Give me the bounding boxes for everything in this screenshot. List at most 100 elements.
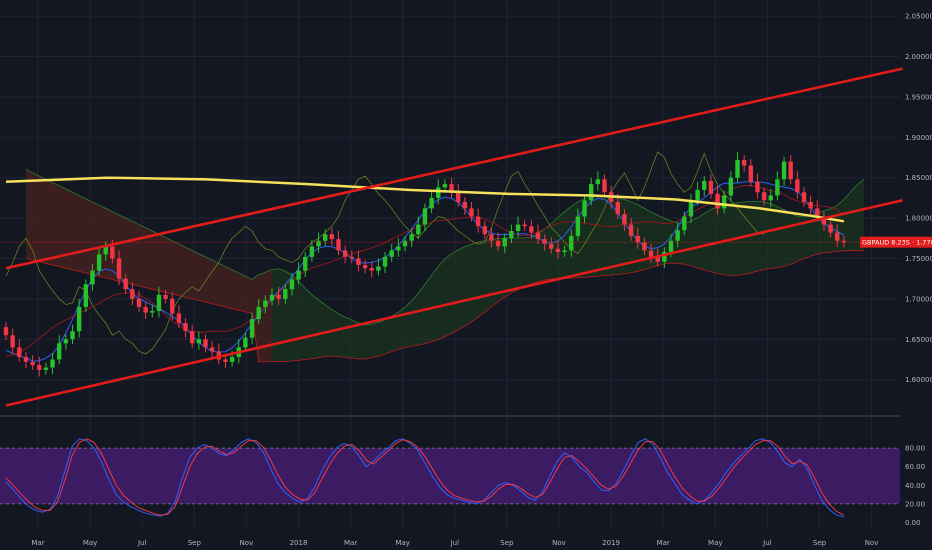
candle-body <box>117 258 121 278</box>
candle-body <box>370 268 374 270</box>
candle-body <box>403 241 407 247</box>
candle-body <box>722 195 726 208</box>
oscillator-tick-label: 80.00 <box>905 445 925 453</box>
candle-body <box>429 198 433 209</box>
candle-body <box>17 347 21 357</box>
candle-body <box>270 295 274 301</box>
candle-body <box>203 339 207 347</box>
candle-body <box>177 313 181 323</box>
candle-body <box>163 295 167 299</box>
time-tick-label: Sep <box>500 539 514 547</box>
candle-body <box>390 250 394 256</box>
candle-body <box>616 202 620 214</box>
candle-body <box>10 335 14 347</box>
candle-body <box>496 241 500 247</box>
candle-body <box>57 343 61 359</box>
candle-body <box>137 299 141 307</box>
candle-body <box>576 216 580 235</box>
candle-body <box>529 226 533 232</box>
candle-body <box>755 182 759 193</box>
candle-body <box>243 338 247 348</box>
candle-body <box>290 279 294 289</box>
candle-body <box>762 192 766 200</box>
candle-body <box>77 307 81 331</box>
candle-body <box>602 179 606 192</box>
candle-body <box>150 311 154 313</box>
price-tick-label: 1.90000 <box>905 134 932 142</box>
candle-body <box>682 216 686 230</box>
candle-body <box>709 181 713 194</box>
candle-body <box>436 187 440 198</box>
candle-body <box>303 257 307 271</box>
candle-body <box>509 231 513 238</box>
candle-body <box>443 184 447 187</box>
candle-body <box>257 307 261 319</box>
candle-body <box>649 250 653 256</box>
candle-body <box>815 208 819 216</box>
candle-body <box>37 365 41 370</box>
candle-body <box>516 225 520 231</box>
oscillator-tick-label: 20.00 <box>905 500 925 508</box>
time-tick-label: 2019 <box>602 539 620 547</box>
candle-body <box>596 179 600 184</box>
candle-body <box>30 362 34 365</box>
candle-body <box>556 249 560 252</box>
time-tick-label: Sep <box>188 539 202 547</box>
candle-body <box>283 289 287 299</box>
candle-body <box>569 236 573 251</box>
candle-body <box>170 299 174 314</box>
candle-body <box>808 202 812 208</box>
candle-body <box>210 347 214 351</box>
candle-body <box>130 289 134 299</box>
oscillator-tick-label: 0.00 <box>905 519 921 527</box>
candle-body <box>423 208 427 224</box>
candle-body <box>483 226 487 234</box>
candle-body <box>729 178 733 196</box>
candle-body <box>469 208 473 216</box>
candle-body <box>476 216 480 226</box>
candle-body <box>549 244 553 249</box>
candle-body <box>316 241 320 247</box>
candle-body <box>409 234 413 240</box>
time-tick-label: Jul <box>137 539 147 547</box>
candle-body <box>463 202 467 208</box>
candle-body <box>24 357 28 362</box>
current-price-label: GBPAUD 8.23S · 1.77021 <box>860 237 932 248</box>
candle-body <box>582 200 586 216</box>
candle-body <box>396 246 400 250</box>
candle-body <box>802 192 806 202</box>
candle-body <box>263 300 267 306</box>
candle-body <box>64 339 68 343</box>
price-tick-label: 2.00000 <box>905 53 932 61</box>
candle-body <box>157 295 161 311</box>
candle-body <box>330 234 334 239</box>
candle-body <box>356 258 360 264</box>
time-tick-label: May <box>708 539 722 547</box>
price-tick-label: 1.65000 <box>905 336 932 344</box>
candle-body <box>310 246 314 257</box>
candle-body <box>376 267 380 271</box>
candle-body <box>542 239 546 244</box>
candle-body <box>789 162 793 180</box>
candle-body <box>197 339 201 343</box>
candle-body <box>735 160 739 178</box>
candle-body <box>636 236 640 242</box>
stochastic-band <box>0 448 900 504</box>
candle-body <box>589 184 593 200</box>
time-tick-label: Jul <box>762 539 772 547</box>
candle-body <box>323 234 327 240</box>
candle-body <box>749 166 753 182</box>
candle-body <box>183 323 187 331</box>
candle-body <box>456 192 460 202</box>
candle-body <box>782 162 786 180</box>
time-tick-label: Nov <box>240 539 254 547</box>
candle-body <box>50 359 54 367</box>
candle-body <box>336 239 340 250</box>
candle-body <box>828 225 832 233</box>
candle-body <box>675 230 679 241</box>
time-tick-label: 2018 <box>290 539 308 547</box>
price-tick-label: 1.85000 <box>905 174 932 182</box>
price-tick-label: 1.75000 <box>905 255 932 263</box>
candle-body <box>715 194 719 209</box>
